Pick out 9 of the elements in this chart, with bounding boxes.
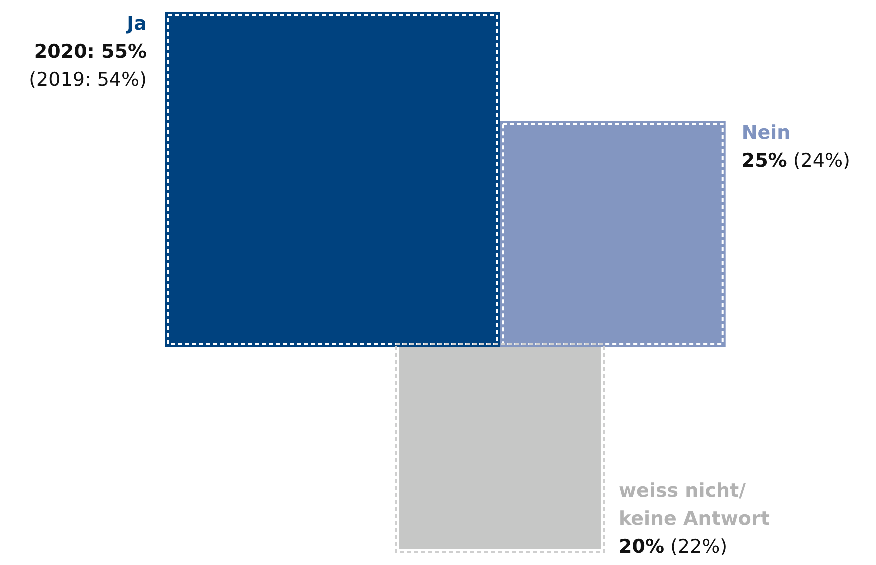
category-label: Ja [125, 13, 147, 35]
data-label: 25% [742, 150, 788, 172]
data-label: 20% [619, 536, 664, 558]
category-label: Nein [742, 122, 791, 144]
text: (24%) [787, 150, 850, 172]
text: (22%) [664, 536, 728, 558]
data-label: 2020: 55% [34, 41, 147, 63]
category-label: weiss nicht/ keine Antwort [619, 480, 770, 530]
text: (2019: 54%) [29, 69, 147, 91]
